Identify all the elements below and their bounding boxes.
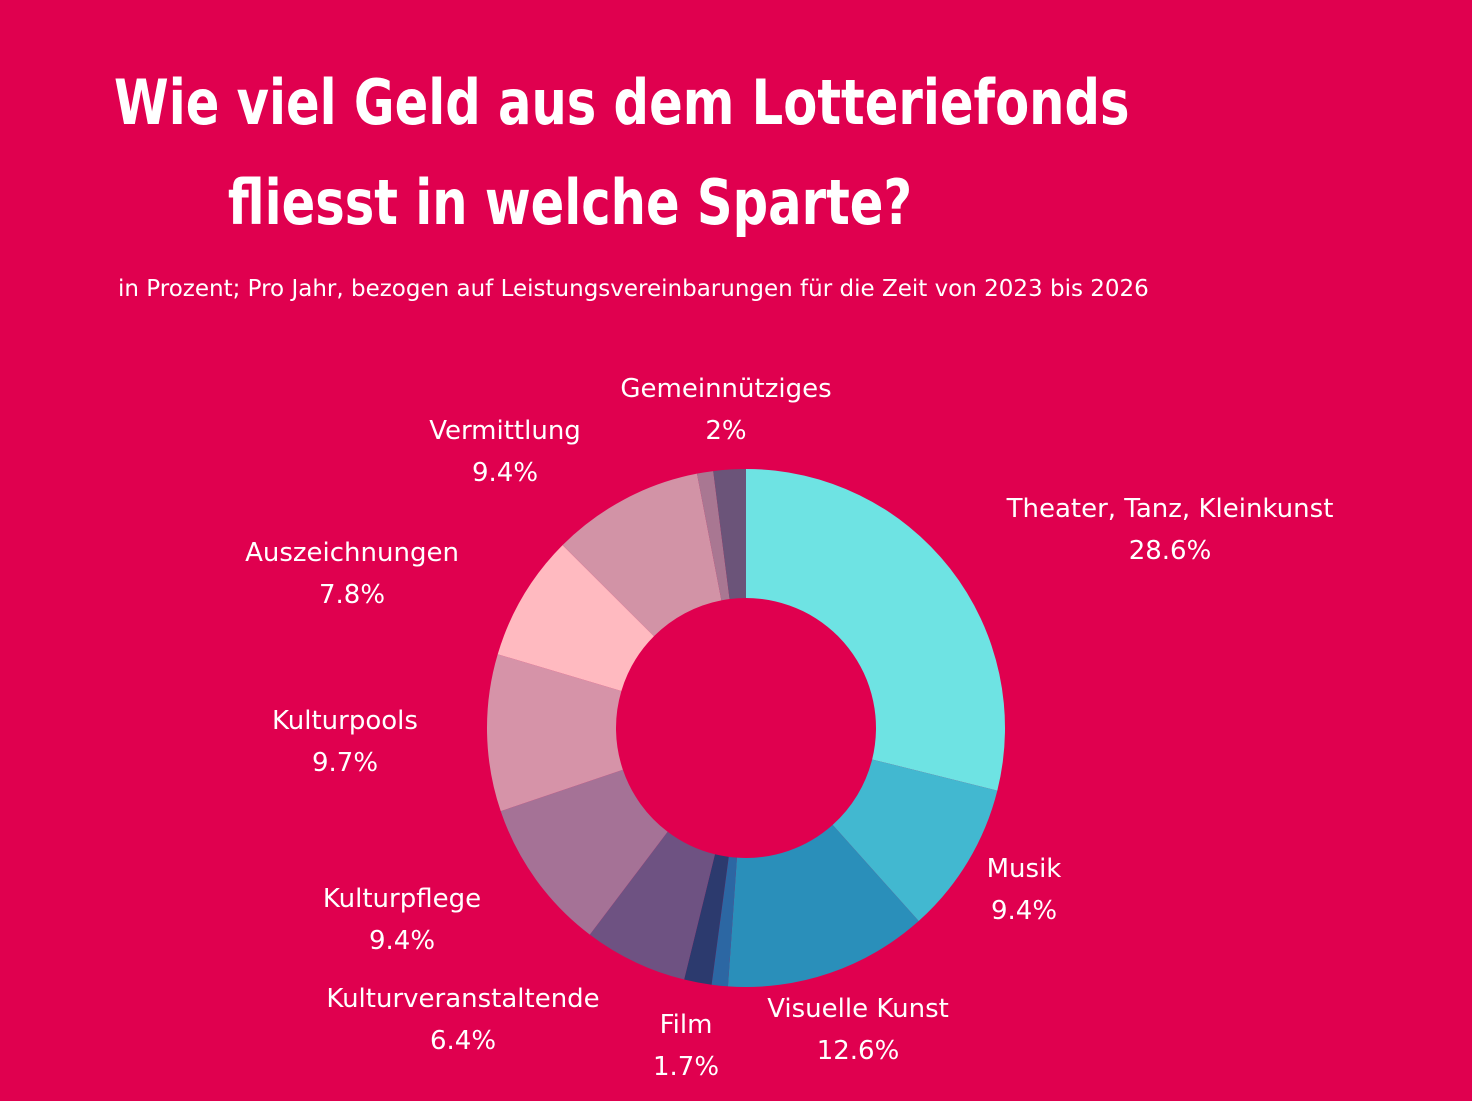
chart-subtitle: in Prozent; Pro Jahr, bezogen auf Leistu… <box>118 276 1149 302</box>
chart-title-line-1: Wie viel Geld aus dem Lotteriefonds <box>114 66 1130 139</box>
donut-slice <box>746 469 1005 791</box>
slice-label: Auszeichnungen <box>245 538 459 568</box>
donut-slice <box>487 654 623 812</box>
donut-slice <box>711 856 737 987</box>
donut-slice <box>497 545 654 691</box>
slice-value-label: 28.6% <box>1129 536 1212 566</box>
slice-label: Gemeinnütziges <box>620 374 831 404</box>
slice-value-label: 12.6% <box>817 1036 900 1066</box>
donut-slice <box>832 759 998 922</box>
slice-label: Visuelle Kunst <box>767 994 949 1024</box>
slice-label: Theater, Tanz, Kleinkunst <box>1006 494 1334 524</box>
slice-label: Kulturpools <box>272 706 418 736</box>
slice-value-label: 9.4% <box>472 458 538 488</box>
slice-label: Kulturpflege <box>323 884 481 914</box>
donut-slice <box>500 769 668 935</box>
donut-slice <box>713 469 746 600</box>
chart-title-line-2: fliesst in welche Sparte? <box>227 166 913 239</box>
slice-label: Musik <box>987 854 1062 884</box>
slice-label: Vermittlung <box>429 416 581 446</box>
donut-slice <box>727 824 919 987</box>
donut-slice <box>589 831 715 980</box>
slice-label: Kulturveranstaltende <box>326 984 599 1014</box>
slice-value-label: 7.8% <box>319 580 385 610</box>
slice-value-label: 1.7% <box>653 1052 719 1082</box>
donut-slice <box>562 473 722 637</box>
slice-value-label: 2% <box>705 416 746 446</box>
slice-value-label: 9.4% <box>369 926 435 956</box>
slice-value-label: 9.4% <box>991 896 1057 926</box>
slice-value-label: 9.7% <box>312 748 378 778</box>
slice-label: Film <box>660 1010 713 1040</box>
slice-value-label: 6.4% <box>430 1026 496 1056</box>
donut-slice <box>696 471 730 601</box>
donut-slice <box>684 854 729 985</box>
